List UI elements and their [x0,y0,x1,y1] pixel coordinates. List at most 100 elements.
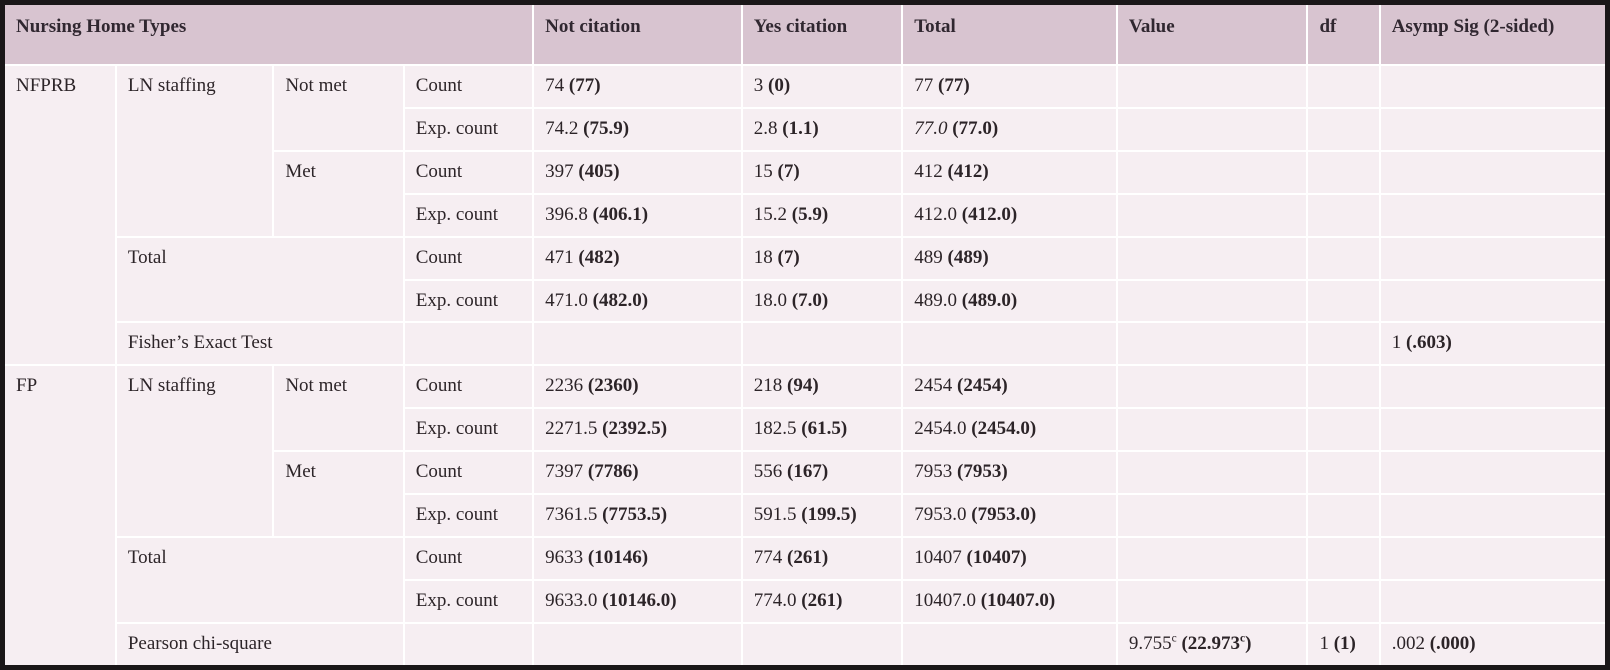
cell-yes_citation: 218 (94) [740,364,904,410]
cell-asymp_sig: .002 (.000) [1378,621,1609,669]
cell-value [1115,364,1309,410]
cell-asymp_sig [1378,149,1609,195]
cell-total: 10407 (10407) [901,535,1118,581]
cell-group: FP [1,364,117,669]
cell-asymp_sig [1378,493,1609,538]
cell-yes_citation: 2.8 (1.1) [740,106,904,152]
cell-total: 77 (77) [901,64,1118,109]
cell-not_citation: 7361.5 (7753.5) [532,493,743,538]
cell-condition: Met [272,149,405,238]
table-row: Total Count 471 (482) 18 (7) 489 (489) [3,235,1609,324]
header-row: Nursing Home Types Not citation Yes cita… [1,1,1609,66]
cell-group: NFPRB [1,63,117,367]
table-row: Exp. count 2271.5 (2392.5) 182.5 (61.5) 245… [3,407,1609,453]
cell-not_citation [532,321,743,367]
cell-variable: Total [114,235,405,324]
cell-yes_citation [740,321,904,367]
cell-yes_citation: 15.2 (5.9) [740,192,904,238]
cell-not_citation: 9633 (10146) [532,535,743,581]
col-header-yes-citation: Yes citation [740,1,904,66]
table-body: NFPRB LN staffing Not met Count 74 (77) 3 (0)… [1,63,1609,669]
cell-not_citation: 396.8 (406.1) [532,192,743,238]
cell-value [1115,407,1309,453]
cell-df [1306,64,1381,109]
cell-variable: LN staffing [114,64,275,238]
cell-asymp_sig [1378,278,1609,324]
col-header-not-citation: Not citation [532,1,743,66]
table-row: Met Count 397 (405) 15 (7) 412 (412) [3,149,1609,238]
cell-df [1306,450,1381,496]
table-row: FP LN staffing Not met Count 2236 (2360) 218 … [1,364,1609,669]
cell-value [1115,192,1309,238]
cell-stat: Count [402,364,535,410]
cell-total: 489.0 (489.0) [901,278,1118,324]
cell-stat: Count [402,149,535,195]
cell-df [1306,407,1381,453]
col-header-value: Value [1115,1,1309,66]
cell-df [1306,578,1381,624]
cell-asymp_sig [1378,64,1609,109]
cell-yes_citation: 18.0 (7.0) [740,278,904,324]
cell-yes_citation: 591.5 (199.5) [740,493,904,538]
cell-yes_citation: 774.0 (261) [740,578,904,624]
table-row: Exp. count 74.2 (75.9) 2.8 (1.1) 77.0 (77.0… [3,106,1609,152]
cell-value [1115,321,1309,367]
cell-asymp_sig [1378,578,1609,624]
cell-yes_citation: 774 (261) [740,535,904,581]
cell-df [1306,493,1381,538]
cell-condition: Not met [272,64,405,152]
cell-df [1306,535,1381,581]
cell-asymp_sig [1378,450,1609,496]
cell-value [1115,64,1309,109]
cell-stat: Exp. count [402,106,535,152]
cell-variable: LN staffing [114,364,275,538]
cell-total [901,621,1118,669]
col-header-asymp-sig: Asymp Sig (2-sided) [1378,1,1609,66]
cell-total: 2454 (2454) [901,364,1118,410]
cell-not_citation: 397 (405) [532,149,743,195]
cell-yes_citation [740,621,904,669]
table-row: Exp. count 7361.5 (7753.5) 591.5 (199.5) 79… [3,493,1609,538]
cell-value [1115,278,1309,324]
table-title: Nursing Home Types [1,1,535,66]
table-row: Pearson chi-square 9.755c (22.973c) 1 (1).… [3,621,1609,669]
cell-not_citation: 471.0 (482.0) [532,278,743,324]
cell-asymp_sig [1378,106,1609,152]
cell-df [1306,364,1381,410]
table-row: NFPRB LN staffing Not met Count 74 (77) 3 (0)… [1,63,1609,367]
cell-yes_citation: 18 (7) [740,235,904,281]
cell-df [1306,149,1381,195]
cell-asymp_sig: 1 (.603) [1378,321,1609,367]
cell-asymp_sig [1378,535,1609,581]
cell-df [1306,321,1381,367]
cell-asymp_sig [1378,364,1609,410]
cell-value [1115,493,1309,538]
table-row: Exp. count 471.0 (482.0) 18.0 (7.0) 489.0 (… [3,278,1609,324]
col-header-total: Total [901,1,1118,66]
cell-stat: Count [402,64,535,109]
cell-stat: Count [402,450,535,496]
cell-not_citation: 2271.5 (2392.5) [532,407,743,453]
cell-value [1115,578,1309,624]
cell-df [1306,235,1381,281]
cell-not_citation: 74.2 (75.9) [532,106,743,152]
col-header-df: df [1306,1,1381,66]
cell-yes_citation: 182.5 (61.5) [740,407,904,453]
cell-stat: Exp. count [402,278,535,324]
cell-asymp_sig [1378,235,1609,281]
cell-not_citation [532,621,743,669]
table-header: Nursing Home Types Not citation Yes cita… [1,1,1609,66]
cell-condition: Not met [272,364,405,453]
cell-stat: Count [402,235,535,281]
cell-asymp_sig [1378,407,1609,453]
cell-stat: Exp. count [402,407,535,453]
cell-variable: Fisher’s Exact Test [114,321,405,367]
cell-condition: Met [272,450,405,538]
cell-total: 10407.0 (10407.0) [901,578,1118,624]
cell-asymp_sig [1378,192,1609,238]
cell-total: 412 (412) [901,149,1118,195]
cell-stat [402,621,535,669]
cell-not_citation: 2236 (2360) [532,364,743,410]
cell-not_citation: 7397 (7786) [532,450,743,496]
